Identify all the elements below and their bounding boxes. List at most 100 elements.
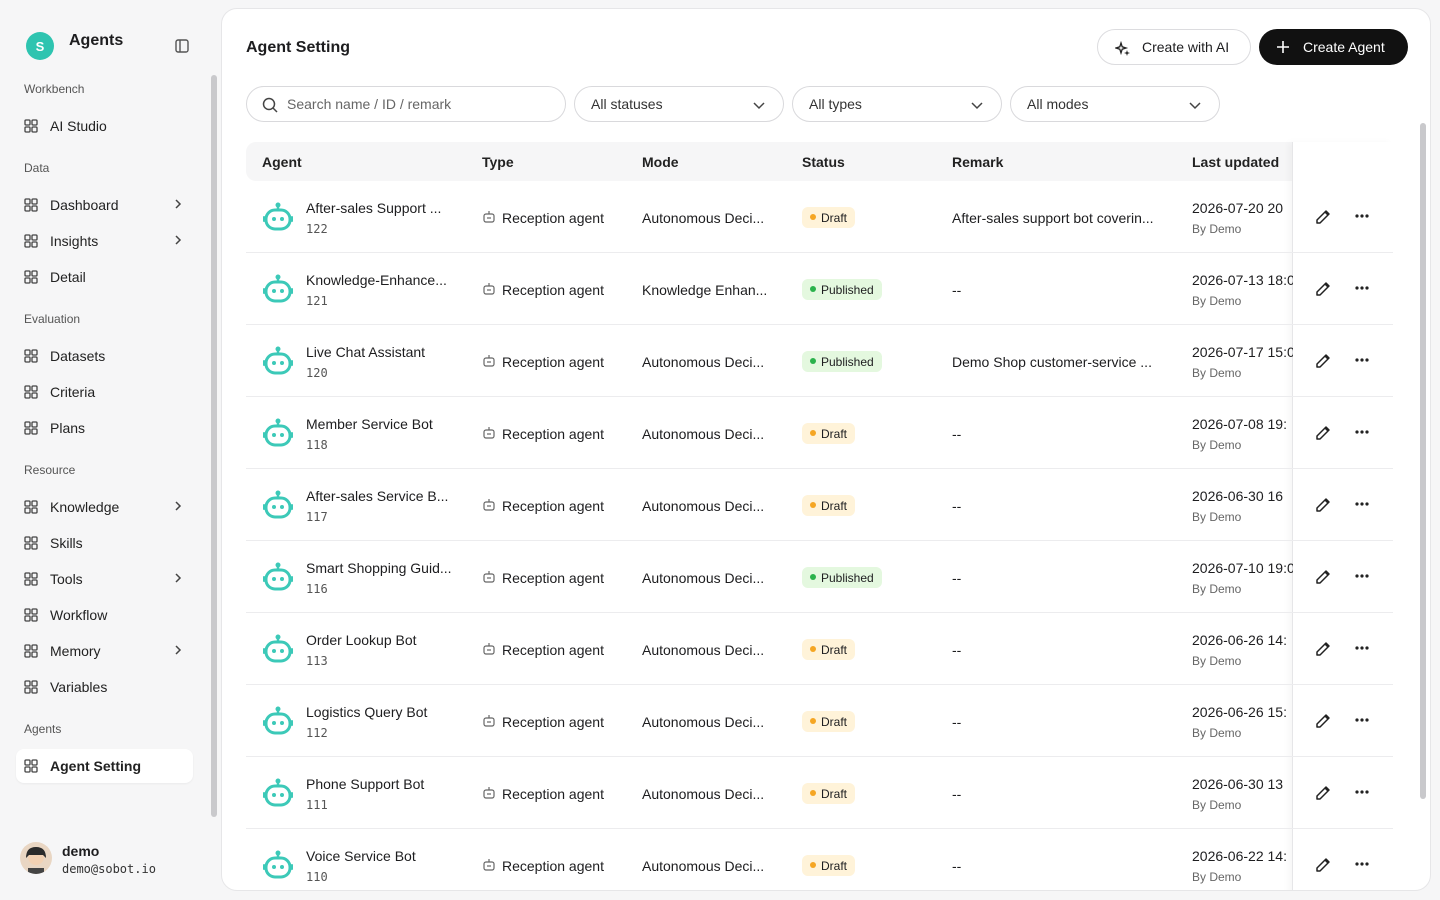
agent-icon bbox=[263, 346, 293, 375]
agent-id: 122 bbox=[306, 222, 328, 236]
table-row[interactable]: Smart Shopping Guid... 116 Reception agent… bbox=[246, 541, 1393, 613]
agent-name: Phone Support Bot bbox=[306, 776, 425, 792]
collapse-button[interactable] bbox=[175, 39, 189, 53]
chevron bbox=[175, 573, 182, 583]
table-row[interactable]: Voice Service Bot 110 Reception agent Auton… bbox=[246, 829, 1393, 890]
nav-item[interactable]: Criteria bbox=[16, 375, 193, 409]
create-with-ai-button[interactable]: Create with AI bbox=[1097, 29, 1251, 65]
status-badge: Published bbox=[802, 279, 882, 300]
more-button[interactable] bbox=[1355, 502, 1369, 506]
nav-icon bbox=[24, 234, 38, 248]
agent-mode: Autonomous Deci... bbox=[642, 642, 765, 658]
nav-icon bbox=[24, 385, 38, 399]
nav-icon bbox=[24, 270, 38, 284]
status-badge: Draft bbox=[802, 855, 856, 876]
more-button[interactable] bbox=[1355, 358, 1369, 362]
agent-type: Reception agent bbox=[502, 498, 604, 514]
more-button[interactable] bbox=[1355, 286, 1369, 290]
agent-mode: Autonomous Deci... bbox=[642, 498, 765, 514]
agent-type: Reception agent bbox=[502, 282, 604, 298]
filter-select[interactable]: All modes bbox=[1010, 86, 1220, 122]
table-row[interactable]: Order Lookup Bot 113 Reception agent Autono… bbox=[246, 613, 1393, 685]
status-label: Published bbox=[821, 354, 874, 369]
filter-select[interactable]: All types bbox=[792, 86, 1002, 122]
nav-label: Workflow bbox=[50, 607, 108, 623]
agent-name: Live Chat Assistant bbox=[306, 344, 426, 360]
table-row[interactable]: After-sales Service B... 117 Reception age… bbox=[246, 469, 1393, 541]
user-name: demo bbox=[62, 843, 100, 859]
status-badge: Published bbox=[802, 567, 882, 588]
type-icon bbox=[483, 571, 495, 583]
agent-table: Agent Type Mode Status Remark Last updated Aft… bbox=[246, 142, 1393, 890]
nav-item[interactable]: Insights bbox=[16, 224, 193, 258]
edit-button[interactable] bbox=[1314, 567, 1332, 585]
agent-mode: Autonomous Deci... bbox=[642, 858, 765, 874]
nav-item[interactable]: Workflow bbox=[16, 598, 193, 632]
filter-select[interactable]: All statuses bbox=[574, 86, 784, 122]
remark: -- bbox=[952, 282, 962, 298]
agent-name: Voice Service Bot bbox=[306, 848, 416, 864]
nav-item[interactable]: Memory bbox=[16, 634, 193, 668]
agent-icon bbox=[263, 634, 293, 663]
edit-button[interactable] bbox=[1314, 783, 1332, 801]
table-row[interactable]: Member Service Bot 118 Reception agent Auto… bbox=[246, 397, 1393, 469]
more-button[interactable] bbox=[1355, 790, 1369, 794]
table-row[interactable]: Phone Support Bot 111 Reception agent Auton… bbox=[246, 757, 1393, 829]
table-row[interactable]: Knowledge-Enhance... 121 Reception agent Kn… bbox=[246, 253, 1393, 325]
edit-button[interactable] bbox=[1314, 279, 1332, 297]
agent-icon bbox=[263, 706, 293, 735]
edit-button[interactable] bbox=[1314, 711, 1332, 729]
nav-label: Detail bbox=[50, 269, 86, 285]
edit-button[interactable] bbox=[1314, 495, 1332, 513]
remark: -- bbox=[952, 858, 962, 874]
agent-name: Smart Shopping Guid... bbox=[306, 560, 452, 576]
remark: -- bbox=[952, 426, 962, 442]
sidebar-scrollbar bbox=[211, 75, 217, 817]
nav-item[interactable]: Datasets bbox=[16, 339, 193, 373]
agent-mode: Autonomous Deci... bbox=[642, 210, 765, 226]
more-button[interactable] bbox=[1355, 214, 1369, 218]
button-label: Create Agent bbox=[1303, 39, 1385, 55]
type-icon bbox=[483, 643, 495, 655]
search-input[interactable]: Search name / ID / remark bbox=[246, 86, 566, 122]
create-agent-button[interactable]: Create Agent bbox=[1259, 29, 1408, 65]
nav-label: Dashboard bbox=[50, 197, 119, 213]
edit-button[interactable] bbox=[1314, 423, 1332, 441]
nav-item[interactable]: Dashboard bbox=[16, 188, 193, 222]
nav-label: Agent Setting bbox=[50, 758, 141, 774]
agent-icon bbox=[263, 274, 293, 303]
table-row[interactable]: After-sales Support ... 122 Reception agen… bbox=[246, 181, 1393, 253]
agent-mode: Autonomous Deci... bbox=[642, 570, 765, 586]
edit-button[interactable] bbox=[1314, 207, 1332, 225]
type-icon bbox=[483, 499, 495, 511]
nav-item[interactable]: Variables bbox=[16, 670, 193, 704]
more-button[interactable] bbox=[1355, 862, 1369, 866]
table-row[interactable]: Live Chat Assistant 120 Reception agent Aut… bbox=[246, 325, 1393, 397]
updated-by: By Demo bbox=[1192, 294, 1242, 308]
nav-label: Knowledge bbox=[50, 499, 120, 515]
more-button[interactable] bbox=[1355, 430, 1369, 434]
more-button[interactable] bbox=[1355, 718, 1369, 722]
group-label: Workbench bbox=[24, 82, 85, 96]
last-updated: 2026-07-17 15:0 bbox=[1192, 344, 1295, 360]
status-dot bbox=[810, 358, 816, 364]
more-button[interactable] bbox=[1355, 646, 1369, 650]
group-label: Data bbox=[24, 161, 50, 175]
table-header bbox=[246, 142, 1393, 181]
nav-item[interactable]: Agent Setting bbox=[16, 749, 193, 783]
group-label: Resource bbox=[24, 463, 76, 477]
nav-item[interactable]: Tools bbox=[16, 562, 193, 596]
remark: After-sales support bot coverin... bbox=[952, 210, 1154, 226]
nav-item[interactable]: Skills bbox=[16, 526, 193, 560]
nav-item[interactable]: Knowledge bbox=[16, 490, 193, 524]
last-updated: 2026-06-26 15: bbox=[1192, 704, 1287, 720]
edit-button[interactable] bbox=[1314, 639, 1332, 657]
edit-button[interactable] bbox=[1314, 351, 1332, 369]
nav-item[interactable]: Plans bbox=[16, 411, 193, 445]
nav-item[interactable]: Detail bbox=[16, 260, 193, 294]
edit-button[interactable] bbox=[1314, 855, 1332, 873]
nav-item[interactable]: AI Studio bbox=[16, 109, 193, 143]
last-updated: 2026-07-08 19: bbox=[1192, 416, 1287, 432]
table-row[interactable]: Logistics Query Bot 112 Reception agent Aut… bbox=[246, 685, 1393, 757]
more-button[interactable] bbox=[1355, 574, 1369, 578]
